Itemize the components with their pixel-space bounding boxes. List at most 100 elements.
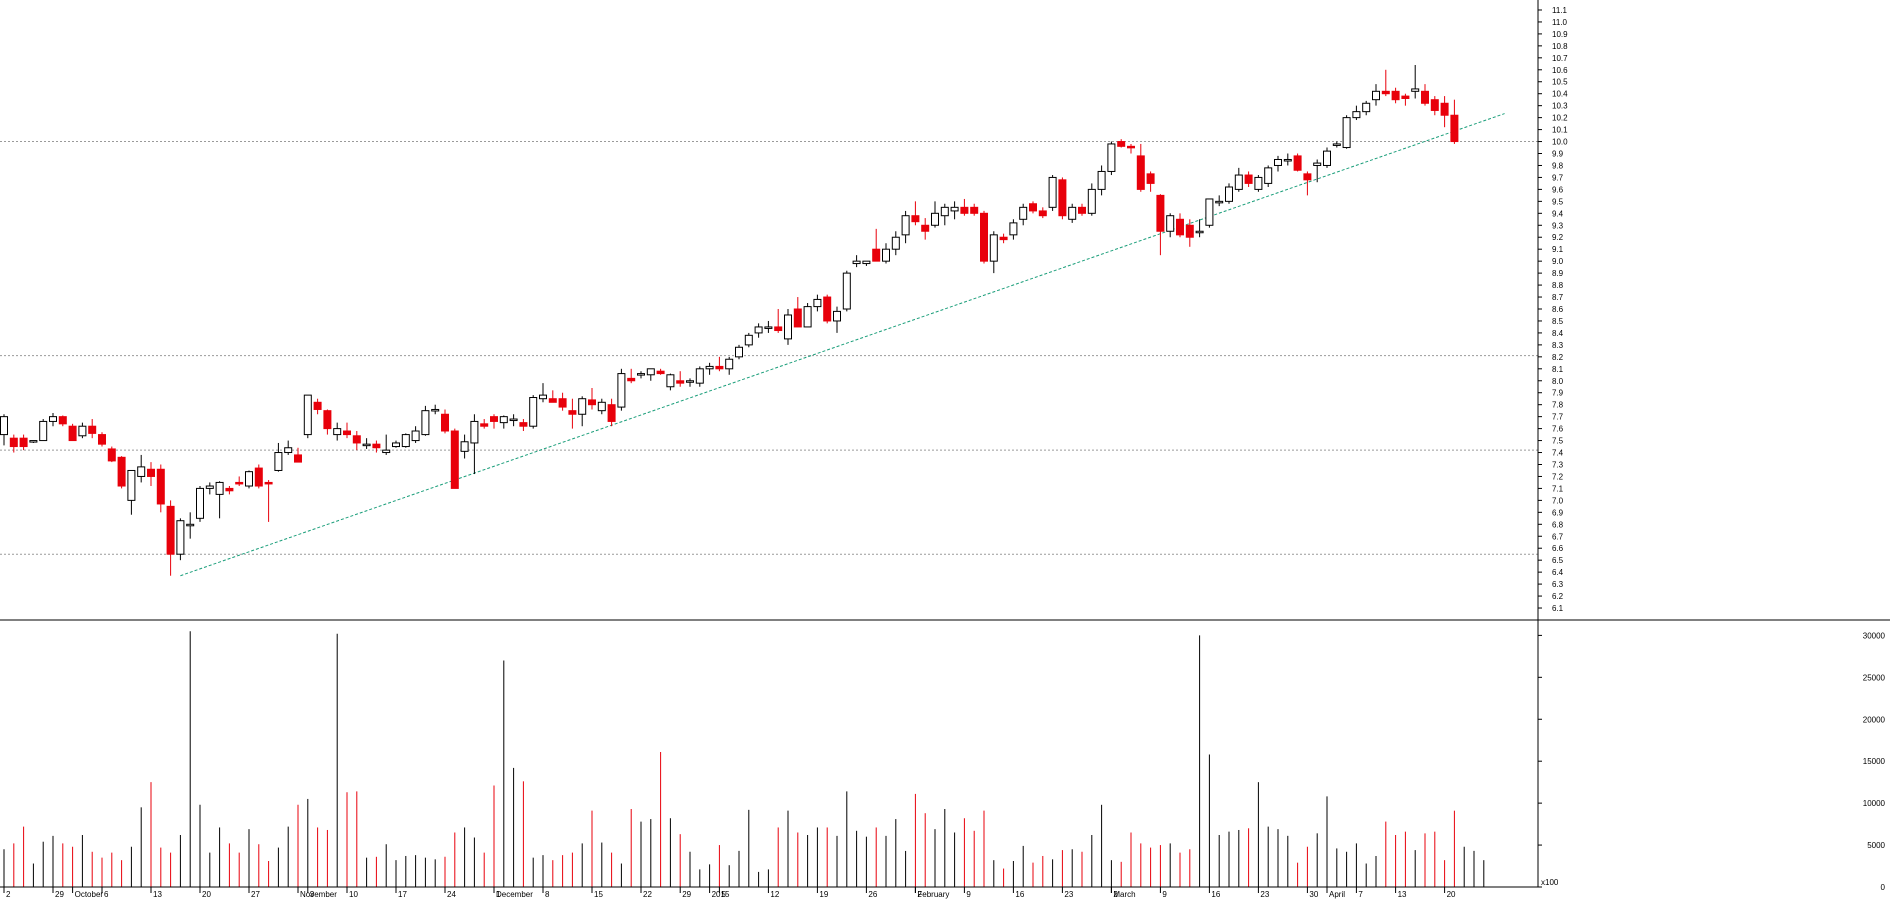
candle-body [901,215,910,236]
date-tick-label: 23 [1064,890,1073,899]
candle [264,480,273,522]
candle-body [519,422,528,427]
candle [921,218,930,240]
candle [333,422,342,441]
candle [686,378,694,387]
candle [823,294,832,324]
candle-body [891,236,900,250]
date-tick-label: 5 [721,890,726,899]
candle [401,433,410,448]
candle-body [235,481,244,485]
candle-body [803,306,812,328]
candle [107,446,116,463]
candle-body [921,224,930,232]
candle-body [676,380,685,384]
candle [39,419,48,442]
candle-body [529,397,538,427]
candle [1293,153,1302,172]
candle [1450,99,1459,144]
candle [313,398,322,415]
candle-body [274,452,283,471]
candle-body [1146,173,1155,184]
candle [1087,183,1096,216]
candle-body [1244,174,1253,184]
price-tick-label: 10.6 [1552,66,1568,75]
candle [147,462,155,487]
candle [1362,100,1371,116]
price-tick-label: 6.7 [1552,532,1564,541]
candle-body [323,410,332,430]
candle [176,518,185,561]
candle [1244,171,1253,187]
candle-body [627,377,636,382]
candle [362,438,371,449]
candle [1421,84,1429,106]
candle [1381,69,1390,97]
candle-body [1127,145,1135,149]
date-tick-label: 27 [251,890,260,899]
candle-body [568,410,577,415]
candle-body [1205,198,1214,226]
candle [1283,153,1292,166]
candle [754,323,763,338]
date-tick-label: 13 [1398,890,1407,899]
price-tick-label: 7.8 [1552,401,1564,410]
candle-body [813,298,822,308]
candle-body [1264,167,1273,184]
price-tick-label: 6.3 [1552,580,1564,589]
price-tick-label: 7.2 [1552,472,1564,481]
price-tick-label: 10.3 [1552,102,1568,111]
candle-body [1166,215,1175,232]
candle-body [764,326,773,329]
candle [323,409,332,435]
candle [999,233,1008,244]
candle-body [480,423,489,427]
candle [254,464,263,489]
candle-body [156,468,165,505]
candle [1254,175,1263,192]
candle-body [1381,90,1390,95]
candle-body [1293,155,1302,171]
candle [499,415,508,429]
candle-body [970,206,979,214]
candle [431,404,440,415]
candle-body [735,346,743,358]
candle-body [1019,206,1028,220]
candle-body [940,206,949,217]
price-tick-label: 9.8 [1552,161,1564,170]
candle-body [1391,90,1400,101]
candle [1107,141,1116,176]
date-tick-label: November [300,890,337,899]
date-tick-label: 12 [770,890,779,899]
candle [872,228,881,262]
candle-body [666,374,675,388]
candle [597,398,606,415]
date-tick-label: 17 [398,890,407,899]
date-tick-label: December [496,890,533,899]
candle [695,366,704,387]
candle-body [1411,88,1420,92]
candle-body [793,308,802,328]
candle-body [29,440,38,443]
price-tick-label: 9.7 [1552,173,1564,182]
candle-body [646,368,655,376]
candle [548,390,557,403]
candle [49,413,57,427]
volume-tick-label: 25000 [1863,673,1886,682]
candle [989,231,998,274]
price-tick-label: 9.2 [1552,233,1564,242]
candle [950,201,959,220]
candle [813,294,822,312]
price-tick-label: 6.2 [1552,592,1564,601]
date-tick-label: March [1113,890,1135,899]
candle-body [911,215,920,223]
candle-body [1342,117,1351,149]
candle [705,362,714,375]
candle-body [509,418,518,422]
candle [68,423,77,442]
candle [205,482,214,495]
candle-body [176,520,185,555]
candle [793,297,802,328]
date-tick-label: 29 [55,890,64,899]
candle [343,422,351,439]
